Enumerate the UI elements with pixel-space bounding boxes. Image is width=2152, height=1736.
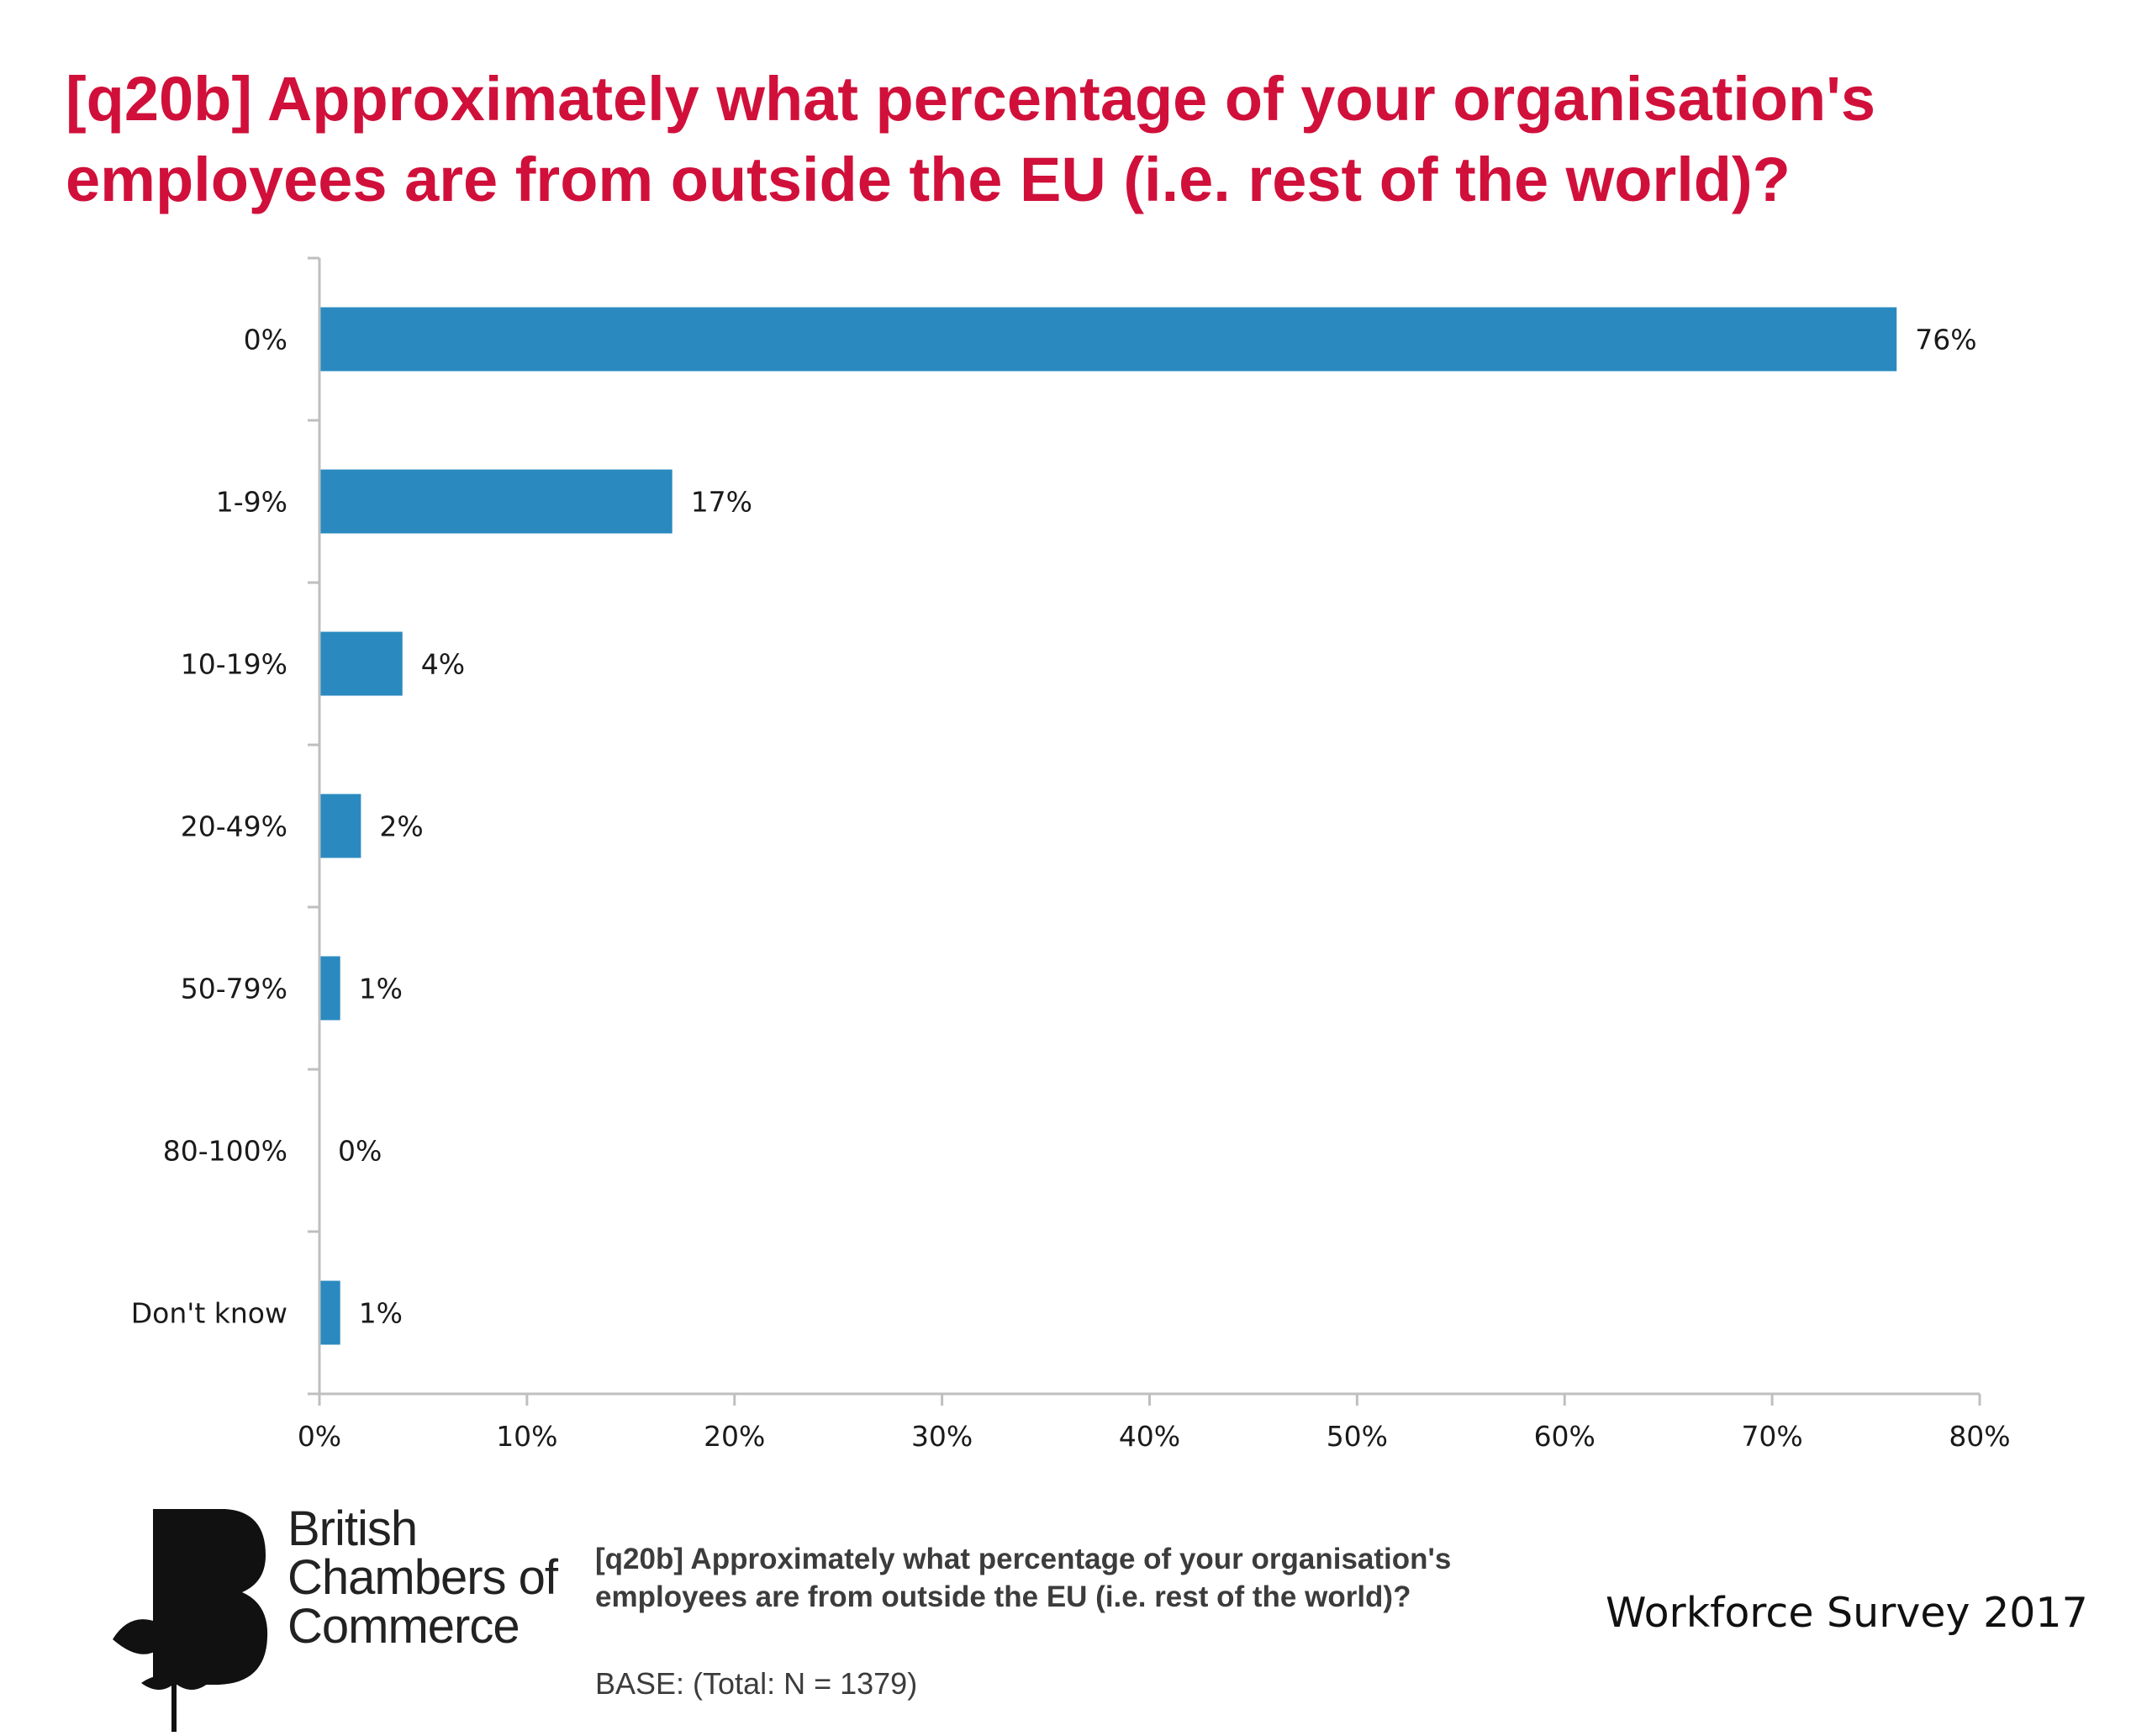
value-label: 76% [1915,324,1976,356]
x-tick-label: 30% [911,1420,973,1453]
value-label: 2% [379,810,423,843]
bar-4 [319,956,340,1021]
category-label: 1-9% [216,486,287,519]
x-tick-label: 70% [1741,1420,1802,1453]
x-tick-label: 40% [1119,1420,1180,1453]
x-tick-label: 0% [298,1420,341,1453]
x-tick-label: 20% [704,1420,765,1453]
value-label: 4% [421,648,465,681]
bar-1 [319,469,672,534]
value-label: 1% [359,973,403,1005]
value-label: 1% [359,1297,403,1330]
footer-base: BASE: (Total: N = 1379) [595,1666,918,1701]
bcc-logo-mark-icon [113,1509,268,1732]
bar-6 [319,1280,340,1345]
logo-line-3: Commerce [287,1599,520,1654]
category-label: Don't know [131,1297,287,1330]
axes [308,256,1981,1406]
category-label: 0% [244,324,287,356]
bar-3 [319,794,361,858]
footer-question: [q20b] Approximately what percentage of … [595,1543,1452,1613]
x-tick-label: 80% [1949,1420,2010,1453]
bcc-logo: British Chambers of Commerce [101,1505,572,1732]
page-title: [q20b] Approximately what percentage of … [66,64,1876,214]
value-label: 0% [338,1135,382,1168]
category-label: 10-19% [181,648,287,681]
bar-2 [319,631,403,696]
bar-chart: 0% 76% 1-9% 17% 10-19% 4% 20-49% 2% 50-79% 1% 80-1… [131,256,2011,1454]
value-label: 17% [691,486,752,519]
category-label: 50-79% [181,973,287,1005]
labels-layer: 0% 76% 1-9% 17% 10-19% 4% 20-49% 2% 50-79% 1% 80-1… [131,324,2011,1454]
footer-survey-title: Workforce Survey 2017 [1606,1589,2088,1637]
x-tick-label: 10% [496,1420,557,1453]
x-tick-label: 50% [1327,1420,1388,1453]
bars-layer [319,307,1897,1345]
category-label: 80-100% [163,1135,287,1168]
logo-line-2: Chambers of [287,1550,558,1605]
logo-line-1: British [287,1501,418,1556]
bar-0 [319,307,1897,372]
bcc-logo-text: British Chambers of Commerce [287,1501,558,1654]
category-label: 20-49% [181,810,287,843]
x-tick-label: 60% [1534,1420,1596,1453]
